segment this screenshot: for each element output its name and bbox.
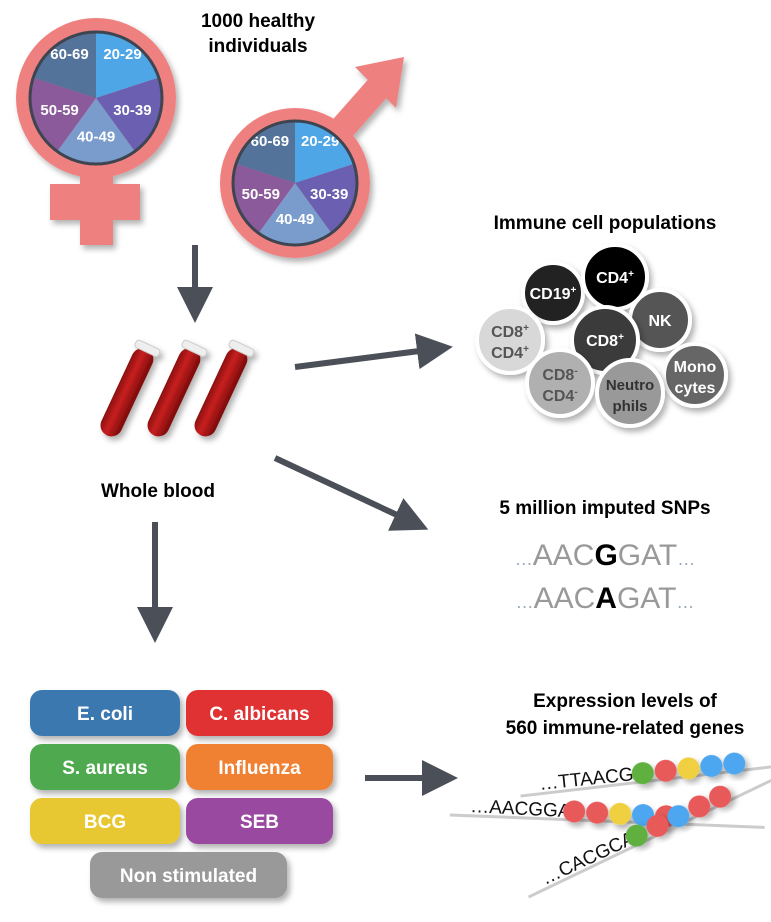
pie-slice [295,163,357,234]
immune-title: Immune cell populations [494,213,717,234]
arrow-right-icon [294,333,453,370]
expression-bead [646,814,669,837]
cell-label: Neutro [606,377,654,394]
expression-bead [667,805,690,828]
expression-bead [625,824,648,847]
snp-sequence: …AACAGAT… [516,582,695,615]
snp-part: GAT [617,582,676,615]
immune-cell: CD8- CD4- [525,348,595,418]
pie-slice [236,121,295,183]
cell-label: CD4- [542,387,577,405]
stimulus-label: Non stimulated [120,866,257,887]
expression-title-line1: Expression levels of [533,691,717,712]
cell-label: Mono [674,359,717,376]
cell-label: CD8+ [491,323,529,341]
gene-row: …TTAACGG [520,752,771,798]
expression-bead [723,752,746,775]
snp-sequences: …AACGGAT……AACAGAT… [515,539,695,615]
age-group-label: 20-29 [103,46,141,63]
expression-title-line2: 560 immune-related genes [506,718,745,739]
snp-part: … [676,592,694,612]
expression-bead [709,785,732,808]
gene-expression-rows: …TTAACGG…AACGGAT…CACGCAA [449,748,771,899]
expression-bead [654,759,677,782]
snp-part: AAC [533,539,595,572]
immune-cell: NK [628,288,692,352]
age-group-label: 50-59 [40,102,78,119]
cohort-title-line1: 1000 healthy [201,11,315,32]
cell-label: NK [648,313,672,330]
arrow-right-icon [273,455,429,531]
pie-slice [258,183,332,246]
cell-label: CD8- [542,366,577,384]
pie-slice [233,163,295,234]
immune-cell: CD19+ [521,261,585,325]
pie-slice [30,77,96,152]
stimulus-label: Influenza [218,758,301,779]
snp-part: … [515,549,533,569]
pie-slice [96,77,162,152]
snp-variant: G [594,539,617,572]
snp-sequence: …AACGGAT… [515,539,695,572]
cell-label: CD19+ [530,285,577,303]
cell-label: cytes [675,380,716,397]
age-group-label: 40-49 [276,211,314,228]
stimulus-c-albicans: C. albicans [186,690,333,736]
snp-part: … [516,592,534,612]
whole-blood-label: Whole blood [101,481,215,502]
age-group-label: 50-59 [242,186,280,203]
immune-cell: CD8+ CD4+ [475,305,545,375]
cell-label: CD8+ [586,332,624,350]
snp-variant: A [595,582,617,615]
cohort-title-line2: individuals [208,36,307,57]
stimulus-s-aureus: S. aureus [30,744,180,790]
immune-cell-cluster: CD19+ CD4+ NK CD8+ CD4+ CD8+ Mono cytes CD8- CD4-… [475,243,728,428]
stimulus-influenza: Influenza [186,744,333,790]
female-age-pie: 20-29 30-39 40-49 50-59 60-69 [28,30,164,166]
snps-title: 5 million imputed SNPs [499,498,710,519]
snp-part: AAC [534,582,596,615]
stimulus-seb: SEB [186,798,333,844]
snp-part: … [677,549,695,569]
stimulus-label: BCG [84,812,126,833]
immune-cell: CD8+ [570,305,640,375]
age-group-label: 60-69 [251,133,289,150]
cell-label: CD4+ [491,344,529,362]
expression-bead [677,757,700,780]
gene-sequence: …TTAACGG [538,763,649,795]
stimulus-e-coli: E. coli [30,690,180,736]
stimulus-label: E. coli [77,704,133,725]
cell-label: phils [612,398,647,415]
stimulus-label: S. aureus [62,758,148,779]
snp-part: GAT [618,539,677,572]
expression-bead [688,795,711,818]
pie-slice [33,32,96,98]
age-group-label: 40-49 [77,128,115,145]
stimulus-bcg: BCG [30,798,180,844]
stimulus-label: C. albicans [209,704,309,725]
stimuli-grid: E. coli C. albicans S. aureus Influenza BCG S… [30,690,333,898]
immune-cell: Mono cytes [662,342,728,408]
stimulus-non-stimulated: Non stimulated [90,852,287,898]
expression-bead [631,762,654,785]
expression-bead [609,802,632,825]
age-group-label: 30-39 [310,186,348,203]
expression-bead [586,801,609,824]
expression-bead [700,754,723,777]
immune-cell: Neutro phils [595,358,665,428]
male-age-pie: 20-29 30-39 40-49 50-59 60-69 [231,119,359,247]
stimulus-label: SEB [240,812,279,833]
pie-slice [295,121,354,183]
blood-tubes-icon [100,339,255,437]
cell-label: CD4+ [596,269,634,287]
pie-slice [96,32,159,98]
age-group-label: 30-39 [113,102,151,119]
age-group-label: 60-69 [50,46,88,63]
pie-slice [57,98,135,165]
age-group-label: 20-29 [301,133,339,150]
expression-bead [563,800,586,823]
